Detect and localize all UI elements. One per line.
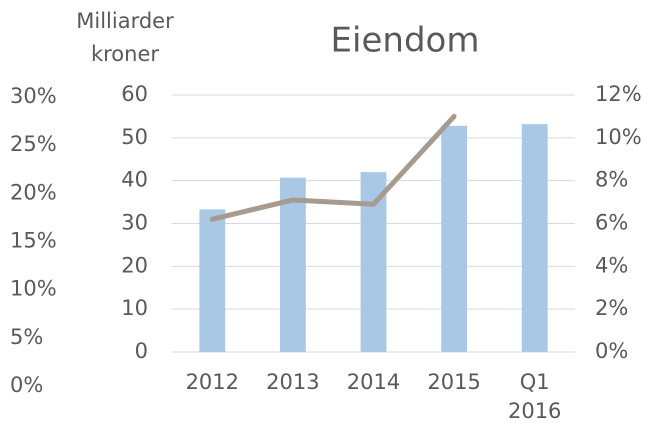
y-tick-label: 60	[121, 82, 148, 106]
y3-tick-label: 25%	[10, 132, 57, 156]
y2-tick-label: 6%	[595, 211, 628, 235]
bar	[521, 124, 548, 352]
chart-title: Eiendom	[331, 21, 480, 61]
y3-tick-label: 5%	[10, 325, 43, 349]
y2-tick-label: 2%	[595, 296, 628, 320]
x-tick-label: Q1 2016	[508, 370, 561, 423]
line	[209, 113, 457, 222]
y2-tick-label: 4%	[595, 253, 628, 277]
y-axis-label: Milliarder kroner	[76, 9, 174, 66]
y-tick-label: 40	[121, 168, 148, 192]
y-tick-label: 10	[121, 296, 148, 320]
y-tick-label: 0	[135, 339, 148, 363]
bar	[360, 172, 387, 352]
x-tick-label: 2013	[266, 370, 319, 394]
y-tick-label: 20	[121, 253, 148, 277]
bar	[441, 125, 467, 352]
y3-tick-label: 15%	[10, 229, 57, 253]
y3-tick-label: 10%	[10, 277, 57, 301]
y2-tick-label: 0%	[595, 339, 628, 363]
bar	[199, 209, 226, 352]
y3-tick-label: 30%	[10, 84, 57, 108]
y-tick-label: 30	[121, 211, 148, 235]
y3-tick-label: 20%	[10, 180, 57, 204]
x-tick-label: 2014	[347, 370, 400, 394]
x-tick-label: 2012	[186, 370, 239, 394]
y2-tick-label: 8%	[595, 168, 628, 192]
y2-tick-label: 10%	[595, 125, 642, 149]
y3-tick-label: 0%	[10, 373, 43, 397]
y2-tick-label: 12%	[595, 82, 642, 106]
y-tick-label: 50	[121, 125, 148, 149]
bar	[280, 177, 306, 352]
x-tick-label: 2015	[427, 370, 480, 394]
